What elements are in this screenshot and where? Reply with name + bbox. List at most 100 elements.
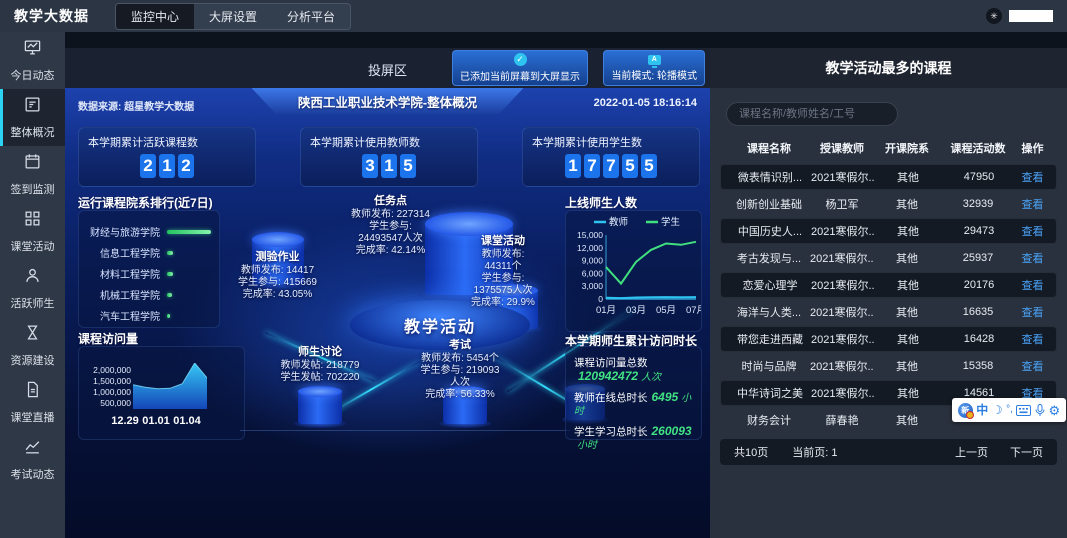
ranking-bar (167, 271, 173, 276)
table-row: 中国历史人... 2021寒假尔... 其他 29473 查看 (720, 218, 1057, 244)
dashboard-title: 陕西工业职业技术学院-整体概况 (297, 95, 478, 110)
settings-gear-icon[interactable]: ⚙ (1048, 402, 1061, 418)
cell-course-name: 财务会计 (747, 415, 791, 427)
sidebar: 今日动态整体概况 签到监测 课堂活动 活跃师生 资源建设课堂直播考试动态 (0, 32, 65, 538)
visits-y-tick: 1,500,000 (93, 376, 131, 386)
view-link[interactable]: 查看 (1021, 361, 1044, 373)
svg-text:3,000: 3,000 (582, 281, 604, 291)
activity-node-stat: 人次 (450, 377, 470, 388)
svg-text:0: 0 (598, 294, 603, 304)
sidebar-item-exam[interactable]: 考试动态 (0, 431, 65, 488)
activity-node-task: 任务点 教师发布: 227314 学生参与: 24493547人次 完成率: 42.14… (318, 192, 463, 257)
growth-row: 教师在线总时长 6495 小时 (574, 391, 693, 418)
sidebar-item-label: 课堂直播 (10, 412, 55, 424)
ranking-row: 材料工程学院 (79, 263, 219, 284)
cell-action: 查看 (1016, 196, 1049, 212)
cell-teacher: 薛春艳 (825, 415, 859, 427)
view-link[interactable]: 查看 (1021, 199, 1044, 211)
added-to-screen-button[interactable]: ✓ 已添加当前屏幕到大屏显示 (452, 50, 588, 86)
growth-unit: 人次 (641, 372, 662, 383)
course-search-input[interactable] (726, 102, 898, 126)
user-avatar-icon[interactable]: ✳ (986, 8, 1002, 24)
input-method-logo-icon[interactable]: 新 (957, 402, 974, 419)
ranking-bar (167, 229, 211, 234)
activity-node-stat: 学生参与: (369, 221, 412, 232)
growth-unit: 小时 (577, 440, 597, 451)
sidebar-item-resources[interactable]: 资源建设 (0, 317, 65, 374)
view-link[interactable]: 查看 (1021, 334, 1044, 346)
table-row: 海洋与人类... 2021寒假尔... 其他 16635 查看 (720, 299, 1057, 325)
sidebar-item-class-activity[interactable]: 课堂活动 (0, 203, 65, 260)
cell-action: 查看 (1016, 358, 1049, 374)
sidebar-item-today[interactable]: 今日动态 (0, 32, 65, 89)
next-page-button[interactable]: 下一页 (1010, 447, 1043, 459)
sidebar-item-live[interactable]: 课堂直播 (0, 374, 65, 431)
trend-icon (23, 437, 42, 461)
ranking-row: 汽车工程学院 (79, 305, 219, 326)
column-header: 授课教师 (820, 143, 864, 155)
table-row: 带您走进西藏 2021寒假尔... 其他 16428 查看 (720, 326, 1057, 352)
projection-title: 投屏区 (367, 63, 407, 78)
table-row: 恋爱心理学 2021寒假尔... 其他 20176 查看 (720, 272, 1057, 298)
ranking-row: 机械工程学院 (79, 284, 219, 305)
cell-activity-count: 14561 (963, 387, 995, 399)
tab-analysis-platform[interactable]: 分析平台 (287, 9, 336, 24)
cell-teacher: 杨卫军 (825, 199, 859, 211)
sidebar-item-label: 今日动态 (10, 70, 55, 82)
sidebar-item-active-users[interactable]: 活跃师生 (0, 260, 65, 317)
growth-panel: 课程访问量总数120942472 人次 教师在线总时长 6495 小时 学生学习总时长 26… (565, 346, 702, 451)
visits-y-tick: 2,000,000 (93, 365, 131, 375)
growth-label: 课程访问量总数 (574, 357, 648, 369)
sidebar-item-checkin[interactable]: 签到监测 (0, 146, 65, 203)
visits-title: 课程访问量 (78, 332, 139, 346)
table-row: 微表情识别... 2021寒假尔... 其他 47950 查看 (720, 164, 1057, 190)
view-link[interactable]: 查看 (1021, 172, 1044, 184)
activity-node-class: 课堂活动 教师发布: 44311个 学生参与: 1375575人次 完成率: 29.9% (445, 232, 561, 309)
microphone-icon[interactable] (1035, 403, 1045, 417)
view-link[interactable]: 查看 (1021, 307, 1044, 319)
dashboard-title-banner: 陕西工业职业技术学院-整体概况 (251, 88, 524, 114)
tab-screen-settings[interactable]: 大屏设置 (209, 9, 258, 24)
view-link[interactable]: 查看 (1021, 253, 1044, 265)
ranking-bar (167, 313, 170, 318)
column-header: 操作 (1021, 143, 1044, 155)
prev-page-button[interactable]: 上一页 (955, 447, 988, 459)
activity-node-stat: 学生发帖: 702220 (280, 372, 360, 383)
topbar-tabs: 监控中心 大屏设置 分析平台 (115, 2, 352, 30)
document-list-icon (23, 95, 42, 119)
cell-action: 查看 (1017, 331, 1048, 347)
activity-node-stat: 学生参与: 415669 (238, 277, 317, 288)
view-link[interactable]: 查看 (1021, 388, 1044, 400)
cell-course-name: 恋爱心理学 (742, 280, 798, 292)
topbar: 教学大数据 监控中心 大屏设置 分析平台 ✳ (0, 0, 1067, 32)
view-link[interactable]: 查看 (1021, 226, 1044, 238)
cell-faculty: 其他 (896, 307, 918, 319)
visits-x-tick: 12.29 (111, 415, 139, 427)
ranking-faculty-name: 财经与旅游学院 (90, 228, 160, 239)
cell-activity-count: 29473 (963, 225, 995, 237)
cell-teacher: 2021寒假尔... (811, 280, 875, 292)
keyboard-icon[interactable] (1016, 404, 1032, 416)
chinese-mode-icon[interactable]: 中 (976, 403, 989, 417)
view-link[interactable]: 查看 (1021, 280, 1044, 292)
sidebar-item-overview[interactable]: 整体概况 (0, 89, 65, 146)
half-moon-icon[interactable]: ☽ (991, 403, 1003, 417)
ranking-row: 财经与旅游学院 (79, 221, 219, 242)
cell-course-name: 海洋与人类... (736, 307, 802, 319)
ranking-title: 运行课程院系排行(近7日) (78, 196, 213, 210)
ime-toolbar[interactable]: 新 中 ☽ °, ⚙ (952, 398, 1066, 422)
tab-monitor-center[interactable]: 监控中心 (116, 3, 195, 29)
person-icon (23, 266, 42, 290)
cell-course-name: 时尚与品牌 (741, 361, 797, 373)
current-mode-button[interactable]: A 当前模式: 轮播模式 (603, 50, 705, 86)
growth-row: 学生学习总时长 260093 小时 (574, 425, 693, 452)
growth-value: 260093 (651, 424, 692, 438)
activity-node-stat: 44311个 (484, 261, 522, 272)
svg-text:03月: 03月 (626, 305, 646, 316)
punctuation-icon[interactable]: °, (1006, 404, 1013, 415)
file-icon (23, 380, 42, 404)
activity-node-name: 测验作业 (255, 251, 300, 263)
grid-icon (23, 209, 42, 233)
